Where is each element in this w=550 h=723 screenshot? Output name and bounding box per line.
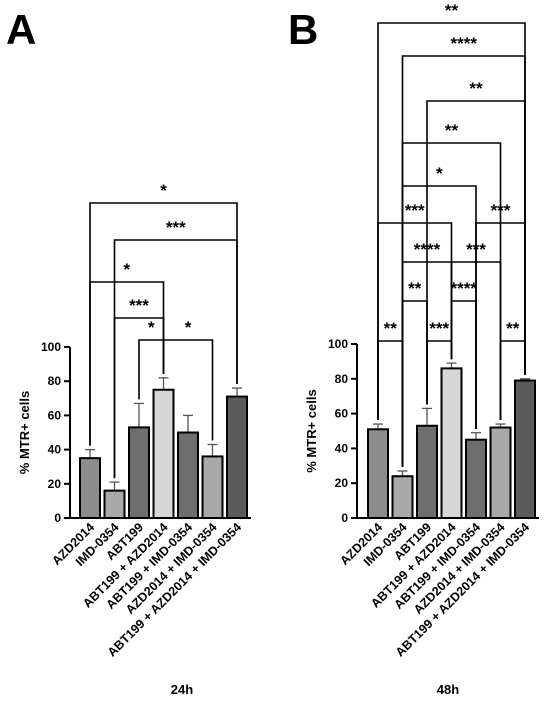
panel-letter: B xyxy=(288,6,318,53)
bar xyxy=(226,395,248,519)
y-tick-label: 60 xyxy=(335,407,349,421)
significance-label: *** xyxy=(166,218,186,237)
bar xyxy=(367,428,389,520)
y-tick-label: 40 xyxy=(335,441,349,455)
y-tick-label: 80 xyxy=(335,372,349,386)
y-tick-label: 60 xyxy=(48,408,62,422)
significance-label: ** xyxy=(506,319,520,338)
significance-label: * xyxy=(185,318,192,337)
bar xyxy=(152,388,175,519)
y-tick-label: 40 xyxy=(48,443,62,457)
y-tick-label: 20 xyxy=(335,476,349,490)
y-axis-label: % MTR+ cells xyxy=(17,391,32,474)
y-tick-label: 100 xyxy=(328,337,348,351)
bar xyxy=(416,424,438,519)
significance-label: ** xyxy=(469,79,483,98)
y-tick-label: 0 xyxy=(341,511,348,525)
significance-bracket xyxy=(377,22,526,421)
panel-letter: A xyxy=(6,6,36,53)
y-tick-label: 20 xyxy=(48,477,62,491)
significance-label: ** xyxy=(445,121,459,140)
y-tick-label: 0 xyxy=(54,511,61,525)
significance-label: *** xyxy=(405,201,425,220)
bar xyxy=(103,489,126,520)
significance-label: * xyxy=(148,318,155,337)
significance-label: **** xyxy=(451,279,478,298)
bar xyxy=(177,431,199,519)
bar xyxy=(391,475,414,519)
y-tick-label: 100 xyxy=(41,340,61,354)
significance-label: ** xyxy=(408,279,422,298)
bar xyxy=(79,457,101,519)
bar xyxy=(440,367,463,519)
bar xyxy=(489,426,512,519)
significance-bracket xyxy=(89,202,238,446)
significance-label: *** xyxy=(429,319,449,338)
significance-label: *** xyxy=(129,296,149,315)
significance-label: * xyxy=(436,164,443,183)
bar xyxy=(514,379,536,520)
x-axis-title: 24h xyxy=(171,682,193,697)
significance-label: **** xyxy=(451,34,478,53)
significance-label: * xyxy=(160,181,167,200)
significance-label: ** xyxy=(445,1,459,20)
significance-label: * xyxy=(123,260,130,279)
x-axis-title: 48h xyxy=(437,682,459,697)
bar xyxy=(201,455,224,520)
significance-label: ** xyxy=(384,319,398,338)
bar xyxy=(128,426,150,519)
y-tick-label: 80 xyxy=(48,374,62,388)
bar xyxy=(465,438,487,520)
y-axis-label: % MTR+ cells xyxy=(304,389,319,472)
significance-bracket xyxy=(89,281,165,446)
